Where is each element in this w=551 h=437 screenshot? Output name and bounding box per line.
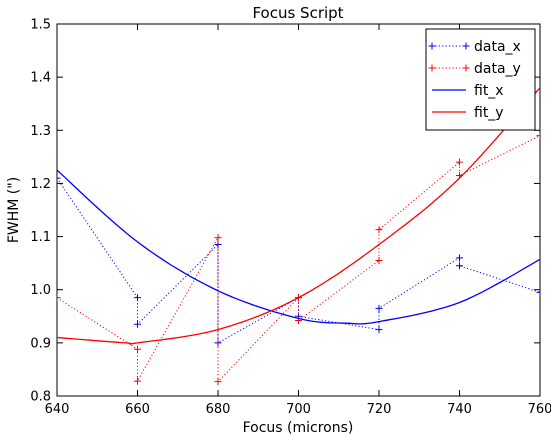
y-axis: 0.8 0.9 1.0 1.1 1.2 1.3 1.4 1.5 — [30, 18, 540, 405]
series-data-y-point — [57, 294, 61, 302]
series-data-x-point — [134, 320, 141, 328]
legend-marker-data-x — [428, 42, 436, 50]
x-axis: 640 660 680 700 720 740 760 — [45, 24, 551, 417]
series-data-y-point — [375, 226, 383, 234]
legend-label-fit-x: fit_x — [474, 83, 504, 99]
y-axis-label: FWHM (") — [6, 177, 22, 243]
series-data-y-point — [214, 378, 222, 386]
series-layer — [57, 87, 540, 386]
y-tick-label: 1.3 — [30, 124, 51, 139]
y-tick-label: 1.2 — [30, 177, 51, 192]
legend-box — [425, 28, 536, 131]
x-tick-label: 640 — [45, 402, 70, 417]
x-tick-label: 700 — [286, 402, 311, 417]
chart-title: Focus Script — [252, 4, 343, 22]
legend-entry-data-x: data_x — [428, 39, 521, 55]
x-tick-label: 720 — [367, 402, 392, 417]
series-fit-y-curve — [57, 87, 540, 346]
y-tick-label: 1.4 — [30, 71, 51, 86]
series-data-y-point — [375, 256, 383, 264]
legend-marker-data-y — [428, 64, 436, 72]
series-data-y-point — [536, 132, 540, 140]
series-data-x-point — [536, 288, 540, 296]
legend-marker-data-x — [462, 42, 470, 50]
legend-entry-fit-x: fit_x — [432, 83, 504, 99]
y-tick-label: 0.9 — [30, 336, 51, 351]
x-tick-label: 740 — [447, 402, 472, 417]
y-tick-label: 1.5 — [30, 18, 51, 33]
series-data-y-point — [134, 345, 141, 353]
y-tick-label: 1.1 — [30, 230, 51, 245]
series-data-y-point — [134, 377, 141, 385]
series-data-x-point — [57, 174, 61, 182]
y-tick-label: 0.8 — [30, 390, 51, 405]
x-tick-label: 660 — [125, 402, 150, 417]
legend: data_x data_y fit_x fit_y — [425, 28, 536, 131]
legend-label-data-y: data_y — [474, 61, 521, 77]
series-data-x-point — [134, 294, 141, 302]
x-axis-label: Focus (microns) — [243, 420, 354, 436]
y-tick-label: 1.0 — [30, 283, 51, 298]
series-fit-x-curve — [57, 169, 540, 325]
series-data-x-point — [375, 304, 383, 312]
series-data-x-point — [456, 254, 463, 262]
x-tick-label: 760 — [528, 402, 551, 417]
series-data-y-point — [456, 158, 463, 166]
series-data-y-point — [214, 234, 222, 242]
legend-entry-data-y: data_y — [428, 61, 521, 77]
legend-entry-fit-y: fit_y — [432, 105, 504, 121]
series-data-x-point — [375, 326, 383, 334]
x-tick-label: 680 — [206, 402, 231, 417]
legend-label-data-x: data_x — [474, 39, 521, 55]
legend-label-fit-y: fit_y — [474, 105, 504, 121]
legend-marker-data-y — [462, 64, 470, 72]
series-data-x-point — [456, 262, 463, 270]
series-data-y-line — [57, 135, 540, 384]
